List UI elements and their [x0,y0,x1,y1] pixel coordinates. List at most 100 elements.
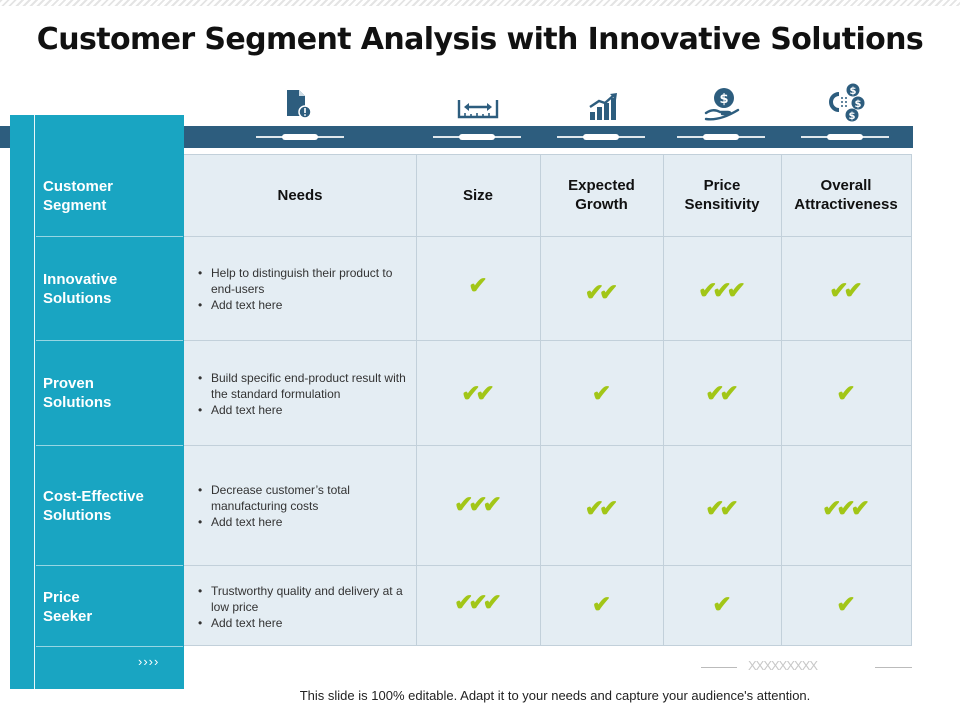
list-item: Decrease customer’s total manufacturing … [196,482,406,514]
rating-growth-innovative: ✔ ✔ [540,275,663,309]
band-pill [583,134,619,140]
check-icon: ✔ [584,278,604,305]
check-icon: ✔ [836,379,856,406]
check-icon: ✔ [482,490,502,517]
table-row-divider [184,154,912,155]
svg-text:$: $ [850,86,857,97]
segment-label-proven: Proven Solutions [43,375,112,411]
rating-size-proven: ✔ ✔ [416,376,540,410]
top-decorative-stripe [0,0,960,6]
rating-growth-cost-effective: ✔ ✔ [540,491,663,525]
footer-note: This slide is 100% editable. Adapt it to… [299,688,811,703]
needs-list: Build specific end-product result with t… [196,370,406,418]
band-pill [827,134,863,140]
rating-size-cost-effective: ✔ ✔ ✔ [416,487,540,521]
list-item: Add text here [196,514,406,530]
check-icon: ✔ [822,494,842,521]
needs-list: Decrease customer’s total manufacturing … [196,482,406,530]
check-icon: ✔ [475,379,495,406]
check-icon: ✔ [468,588,488,615]
growth-chart-icon [589,93,617,120]
sidebar-separator [36,236,183,237]
table-column-divider [911,154,912,646]
table-row-divider [184,645,912,646]
column-header-needs: Needs [277,186,323,204]
check-icon: ✔ [829,276,849,303]
table-column-divider [540,154,541,646]
table-column-divider [663,154,664,646]
column-header-overall-attractiveness: Overall Attractiveness [794,177,898,213]
check-icon: ✔ [461,379,481,406]
rating-size-price-seeker: ✔ ✔ ✔ [416,585,540,619]
sidebar-divider-line [34,115,35,689]
segment-label-price-seeker: Price Seeker [43,589,93,625]
rating-price-sensitivity-proven: ✔ ✔ [663,376,781,410]
check-icon: ✔ [698,276,718,303]
column-header-expected-growth: Expected Growth [568,177,635,213]
check-icon: ✔ [712,276,732,303]
table-column-divider [781,154,782,646]
rating-attractiveness-price-seeker: ✔ [781,587,911,621]
table-row-divider [184,236,912,237]
band-pill [703,134,739,140]
table-row-divider [184,340,912,341]
table-column-divider [416,154,417,646]
check-icon: ✔ [712,590,732,617]
check-icon: ✔ [836,590,856,617]
check-icon: ✔ [726,276,746,303]
rating-price-sensitivity-cost-effective: ✔ ✔ [663,491,781,525]
sidebar-separator [36,646,183,647]
page-title: Customer Segment Analysis with Innovativ… [36,22,924,57]
table-row-divider [184,565,912,566]
needs-list: Trustworthy quality and delivery at a lo… [196,583,406,631]
sidebar-separator [36,340,183,341]
sidebar-separator [36,445,183,446]
list-item: Help to distinguish their product to end… [196,265,406,297]
check-icon: ✔ [705,379,725,406]
footer-line [701,667,737,668]
check-icon: ✔ [719,379,739,406]
rating-price-sensitivity-price-seeker: ✔ [663,587,781,621]
hand-dollar-coin-icon: $ [704,88,740,121]
list-item: Add text here [196,297,406,313]
rating-attractiveness-proven: ✔ [781,376,911,410]
check-icon: ✔ [454,588,474,615]
band-pill [459,134,495,140]
check-icon: ✔ [454,490,474,517]
check-icon: ✔ [468,271,488,298]
band-pill [282,134,318,140]
chevrons-icon: ›››› [138,654,160,669]
rating-attractiveness-cost-effective: ✔ ✔ ✔ [781,491,911,525]
document-alert-icon [287,90,312,119]
list-item: Build specific end-product result with t… [196,370,406,402]
rating-growth-price-seeker: ✔ [540,587,663,621]
rating-price-sensitivity-innovative: ✔ ✔ ✔ [663,273,781,307]
table-row-divider [184,445,912,446]
svg-text:$: $ [719,92,728,107]
check-icon: ✔ [836,494,856,521]
segment-header-label: Customer Segment [43,178,114,214]
list-item: Trustworthy quality and delivery at a lo… [196,583,406,615]
check-icon: ✔ [591,590,612,617]
magnet-dollar-coins-icon: $ $ $ [829,83,865,122]
footer-placeholder-marks: XXXXXXXXX [748,658,818,673]
list-item: Add text here [196,402,406,418]
check-icon: ✔ [850,494,870,521]
check-icon: ✔ [599,278,619,305]
check-icon: ✔ [843,276,863,303]
check-icon: ✔ [584,494,604,521]
rating-attractiveness-innovative: ✔ ✔ [781,273,911,307]
svg-text:$: $ [855,99,862,110]
rating-growth-proven: ✔ [540,376,663,410]
check-icon: ✔ [719,494,739,521]
list-item: Add text here [196,615,406,631]
column-header-price-sensitivity: Price Sensitivity [684,177,760,213]
check-icon: ✔ [705,494,725,521]
column-header-size: Size [462,186,493,204]
segment-sidebar [10,115,184,689]
check-icon: ✔ [591,379,612,406]
check-icon: ✔ [599,494,619,521]
footer-line [875,667,912,668]
check-icon: ✔ [482,588,502,615]
check-icon: ✔ [468,490,488,517]
